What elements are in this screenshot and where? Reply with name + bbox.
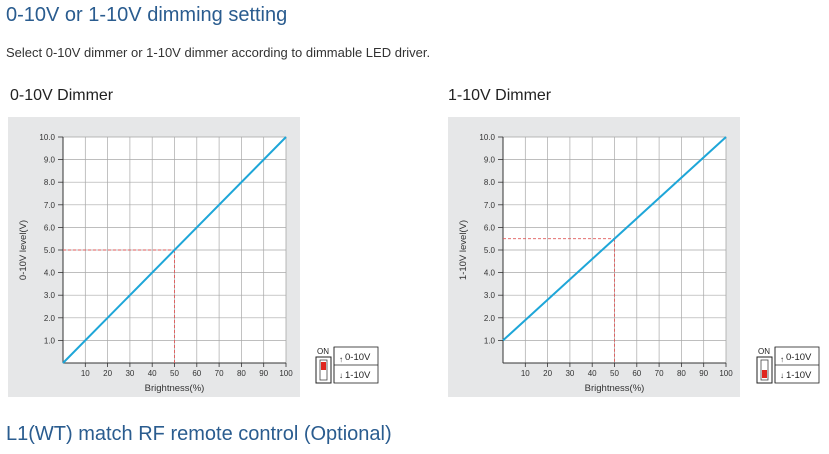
dip-switch-svg: ON ↑ ↓0-10V 1-10V [315, 346, 379, 384]
dip-switch-0-10v: ON ↑ ↓ 0-10V 1-10V [314, 345, 380, 385]
series-line [62, 136, 287, 364]
x-tick-label: 40 [148, 369, 157, 378]
x-tick-label: 70 [215, 369, 224, 378]
y-tick-label: 8.0 [484, 178, 496, 187]
x-tick-label: 10 [521, 369, 530, 378]
switch-knob [762, 370, 767, 378]
switch-option-top: 0-10V [345, 352, 371, 363]
section-heading-rf-remote: L1(WT) match RF remote control (Optional… [6, 423, 392, 445]
y-tick-label: 4.0 [44, 269, 56, 278]
y-tick-label: 2.0 [484, 314, 496, 323]
x-axis-label: Brightness(%) [145, 383, 205, 394]
chart-title-0-10v: 0-10V Dimmer [10, 87, 114, 104]
chart-0-10v-svg: 1.0 2.0 3.0 4.0 5.0 6.0 7.0 8.0 9.0 10.0 10 20 30 40 5… [18, 133, 293, 394]
x-tick-label: 10 [81, 369, 90, 378]
x-tick-label: 100 [279, 369, 293, 378]
y-tick-label: 3.0 [44, 291, 56, 300]
y-tick-label: 2.0 [44, 314, 56, 323]
y-tick-label: 7.0 [44, 201, 56, 210]
y-tick-label: 3.0 [484, 291, 496, 300]
series-line [502, 136, 727, 342]
x-tick-label: 50 [610, 369, 619, 378]
y-tick-label: 7.0 [484, 201, 496, 210]
switch-on-label: ON [317, 347, 329, 356]
y-tick-label: 5.0 [484, 246, 496, 255]
y-tick-label: 10.0 [479, 133, 495, 142]
x-tick-label: 60 [632, 369, 641, 378]
switch-label-frame [774, 346, 820, 384]
x-tick-label: 30 [565, 369, 574, 378]
y-tick-label: 10.0 [39, 133, 55, 142]
y-tick-label: 1.0 [484, 336, 496, 345]
y-tick-label: 1.0 [44, 336, 56, 345]
dip-switch-1-10v: ON ↑ ↓ 0-10V 1-10V [755, 345, 821, 385]
y-tick-label: 8.0 [44, 178, 56, 187]
x-tick-label: 20 [103, 369, 112, 378]
page-title: 0-10V or 1-10V dimming setting [6, 4, 288, 26]
chart-1-10v-dimmer: 1.0 2.0 3.0 4.0 5.0 6.0 7.0 8.0 9.0 10.0 10 20 30 40 5… [448, 117, 740, 397]
x-tick-label: 60 [192, 369, 201, 378]
x-tick-label: 90 [259, 369, 268, 378]
y-tick-label: 9.0 [484, 156, 496, 165]
switch-option-top: 0-10V [786, 352, 812, 363]
x-tick-label: 20 [543, 369, 552, 378]
chart-title-1-10v: 1-10V Dimmer [448, 87, 552, 104]
chart-0-10v-dimmer: 1.0 2.0 3.0 4.0 5.0 6.0 7.0 8.0 9.0 10.0 10 20 30 40 5… [8, 117, 300, 397]
x-tick-label: 50 [170, 369, 179, 378]
intro-text: Select 0-10V dimmer or 1-10V dimmer acco… [6, 45, 431, 60]
switch-option-bottom: 1-10V [345, 370, 371, 381]
arrow-up-icon: ↑ [780, 355, 784, 364]
x-tick-label: 30 [125, 369, 134, 378]
arrow-down-icon: ↓ [339, 371, 343, 380]
arrow-up-icon: ↑ [339, 355, 343, 364]
switch-knob [321, 362, 326, 370]
x-tick-label: 80 [237, 369, 246, 378]
x-tick-label: 100 [719, 369, 733, 378]
y-tick-label: 5.0 [44, 246, 56, 255]
x-tick-label: 90 [699, 369, 708, 378]
y-tick-label: 6.0 [484, 223, 496, 232]
x-tick-label: 40 [588, 369, 597, 378]
x-tick-label: 70 [655, 369, 664, 378]
switch-label-frame [333, 346, 379, 384]
y-tick-label: 6.0 [44, 223, 56, 232]
x-axis-label: Brightness(%) [585, 383, 645, 394]
y-axis-label: 1-10V level(V) [458, 220, 469, 280]
arrow-down-icon: ↓ [780, 371, 784, 380]
switch-option-bottom: 1-10V [786, 370, 812, 381]
x-tick-label: 80 [677, 369, 686, 378]
y-tick-label: 9.0 [44, 156, 56, 165]
switch-on-label: ON [758, 347, 770, 356]
chart-1-10v-svg: 1.0 2.0 3.0 4.0 5.0 6.0 7.0 8.0 9.0 10.0 10 20 30 40 5… [458, 133, 733, 394]
y-tick-label: 4.0 [484, 269, 496, 278]
y-axis-label: 0-10V level(V) [18, 220, 29, 280]
dip-switch-svg: ON ↑ ↓0-10V 1-10V [756, 346, 820, 384]
